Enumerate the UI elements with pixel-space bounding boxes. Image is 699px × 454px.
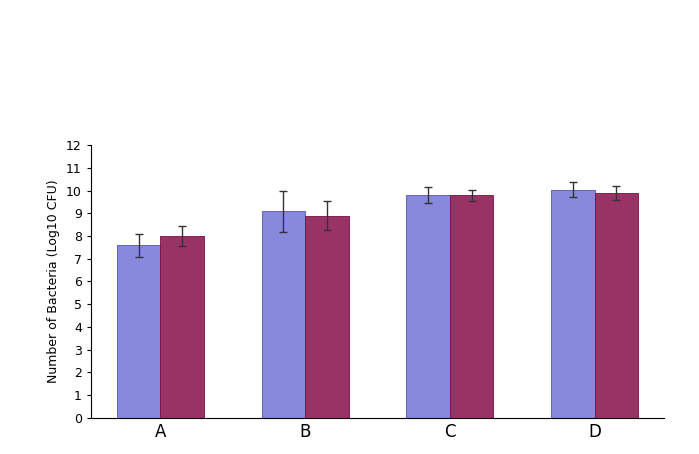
Bar bbox=[595, 193, 638, 418]
Bar bbox=[117, 245, 160, 418]
Bar bbox=[160, 236, 204, 418]
Bar bbox=[406, 195, 450, 418]
Y-axis label: Number of Bacteria (Log10 CFU): Number of Bacteria (Log10 CFU) bbox=[48, 180, 60, 383]
Bar bbox=[261, 211, 305, 418]
Bar bbox=[450, 195, 493, 418]
Bar bbox=[551, 190, 595, 418]
Bar bbox=[305, 216, 349, 418]
